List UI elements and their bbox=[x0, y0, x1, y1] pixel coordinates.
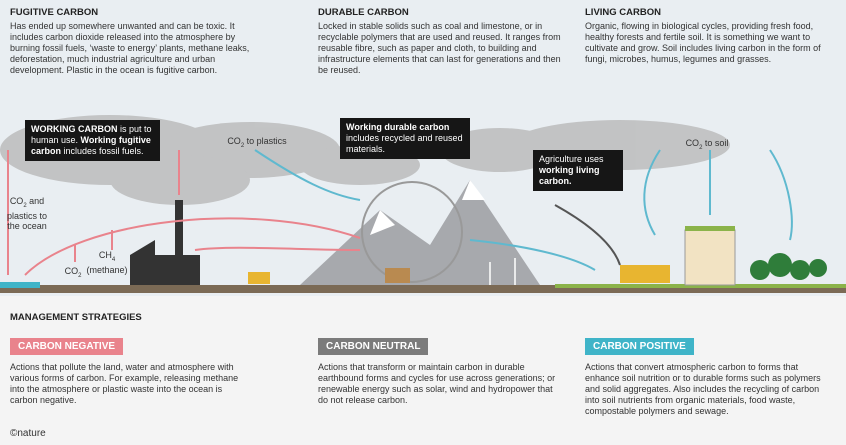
label: CO2 and plastics to the ocean bbox=[2, 196, 52, 231]
text-run: CO bbox=[227, 136, 241, 146]
callout: Working durable carbon includes recycled… bbox=[340, 118, 470, 159]
label: CO2 to soil bbox=[672, 138, 742, 153]
column-title: FUGITIVE CARBON bbox=[10, 7, 99, 18]
text-run: 2 bbox=[78, 272, 82, 279]
text-run: CH bbox=[98, 250, 112, 260]
text-run: working living carbon. bbox=[539, 165, 600, 186]
durable-cycle bbox=[361, 181, 463, 283]
text-run: CO bbox=[9, 196, 24, 206]
wind-turbines bbox=[489, 258, 516, 285]
text-run: 2 bbox=[23, 202, 27, 209]
footer: ©nature bbox=[10, 428, 46, 439]
strategy-badge: CARBON POSITIVE bbox=[585, 338, 694, 355]
negative-arrows bbox=[7, 150, 361, 276]
text-run: Working durable carbon bbox=[346, 122, 450, 132]
text-run: includes recycled and reused materials. bbox=[346, 133, 463, 154]
column-title: DURABLE CARBON bbox=[318, 7, 409, 18]
text-run: is put to human use. bbox=[31, 124, 152, 145]
text-run: Working fugitive carbon bbox=[31, 135, 151, 156]
column-title: LIVING CARBON bbox=[585, 7, 661, 18]
section-title: MANAGEMENT STRATEGIES bbox=[10, 312, 142, 323]
strategy-text: Actions that convert atmospheric carbon … bbox=[585, 362, 821, 416]
building bbox=[684, 229, 736, 286]
strategy-badge: CARBON NEGATIVE bbox=[10, 338, 124, 355]
illustration bbox=[0, 0, 846, 296]
factory bbox=[130, 200, 200, 285]
text-run: 4 bbox=[111, 256, 116, 263]
text-run: 2 bbox=[240, 142, 245, 149]
ground bbox=[0, 285, 846, 293]
label: CO2 bbox=[58, 266, 88, 281]
callout: WORKING CARBON is put to human use. Work… bbox=[25, 120, 160, 161]
label: CH4 (methane) bbox=[82, 250, 132, 275]
text-run: 2 bbox=[699, 144, 703, 151]
column-text: Locked in stable solids such as coal and… bbox=[318, 21, 561, 75]
ocean bbox=[0, 282, 40, 288]
callout: Agriculture uses working living carbon. bbox=[533, 150, 623, 191]
text-run: and plastics to the ocean bbox=[6, 196, 48, 231]
column-text: Organic, flowing in biological cycles, p… bbox=[585, 21, 821, 64]
text-run: CO bbox=[685, 138, 700, 148]
text-run: includes fossil fuels. bbox=[61, 146, 144, 156]
text-run: WORKING CARBON bbox=[31, 124, 118, 134]
truck bbox=[248, 272, 270, 284]
text-run: to plastics bbox=[244, 136, 287, 146]
positive-arrows bbox=[254, 149, 793, 271]
crops bbox=[620, 265, 670, 283]
label: CO2 to plastics bbox=[212, 136, 302, 151]
text-run: to soil bbox=[702, 138, 729, 148]
strategy-badge: CARBON NEUTRAL bbox=[318, 338, 429, 355]
text-run: CO bbox=[64, 266, 79, 276]
timber bbox=[385, 268, 410, 283]
trees bbox=[750, 253, 827, 280]
grass bbox=[555, 284, 846, 288]
mountains bbox=[300, 180, 540, 285]
text-run: (methane) bbox=[86, 264, 128, 275]
strategy-text: Actions that transform or maintain carbo… bbox=[318, 362, 556, 405]
strategy-text: Actions that pollute the land, water and… bbox=[10, 362, 239, 405]
column-text: Has ended up somewhere unwanted and can … bbox=[10, 21, 250, 75]
text-run: Agriculture uses bbox=[539, 154, 604, 164]
